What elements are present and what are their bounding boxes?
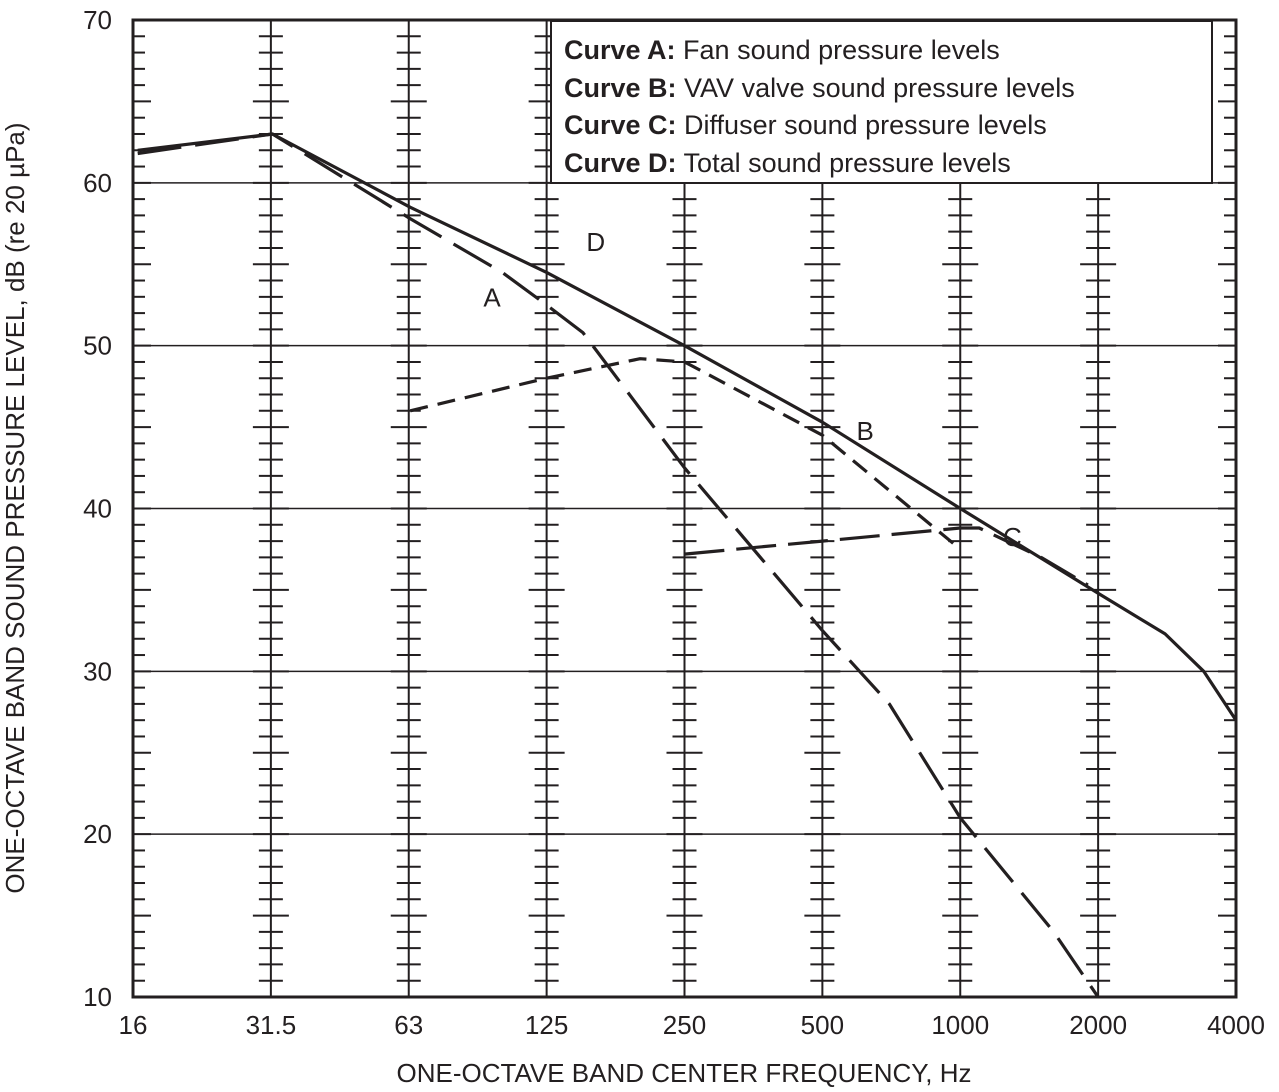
curve-label-b: B — [856, 416, 873, 446]
legend-item-b: Curve B: VAV valve sound pressure levels — [564, 72, 1075, 103]
tick-labels: 16 31.5 63 125 250 500 1000 2000 4000 10 20 30 40 50 6… — [83, 5, 1265, 1040]
curve-b — [409, 357, 962, 551]
legend-item-d: Curve D: Total sound pressure levels — [564, 147, 1011, 178]
curve-d — [137, 132, 1238, 722]
x-axis-title: ONE-OCTAVE BAND CENTER FREQUENCY, Hz — [397, 1058, 972, 1088]
x-tick-label: 500 — [801, 1010, 844, 1040]
legend: Curve A: Fan sound pressure levels Curve… — [550, 20, 1213, 184]
x-tick-label: 1000 — [931, 1010, 989, 1040]
curve-label-d: D — [586, 227, 605, 257]
x-tick-label: 2000 — [1069, 1010, 1127, 1040]
series-layer: D A B C — [137, 132, 1238, 998]
y-tick-label: 60 — [83, 168, 112, 198]
x-tick-label: 250 — [663, 1010, 706, 1040]
y-tick-label: 50 — [83, 331, 112, 361]
y-axis-title: ONE-OCTAVE BAND SOUND PRESSURE LEVEL, dB… — [0, 122, 30, 893]
x-tick-label: 16 — [119, 1010, 148, 1040]
x-tick-label: 4000 — [1207, 1010, 1265, 1040]
curve-a — [137, 132, 1100, 998]
x-tick-label: 31.5 — [246, 1010, 297, 1040]
y-tick-label: 20 — [83, 819, 112, 849]
y-tick-label: 40 — [83, 494, 112, 524]
curve-label-c: C — [1003, 522, 1022, 552]
x-tick-label: 63 — [394, 1010, 423, 1040]
y-tick-label: 70 — [83, 5, 112, 35]
curve-c — [684, 526, 1089, 587]
grid — [131, 18, 1238, 999]
curve-label-a: A — [483, 283, 501, 313]
legend-item-a: Curve A: Fan sound pressure levels — [564, 35, 1000, 65]
x-tick-label: 125 — [525, 1010, 568, 1040]
y-tick-label: 30 — [83, 656, 112, 686]
y-tick-label: 10 — [83, 982, 112, 1012]
legend-item-c: Curve C: Diffuser sound pressure levels — [564, 110, 1047, 140]
